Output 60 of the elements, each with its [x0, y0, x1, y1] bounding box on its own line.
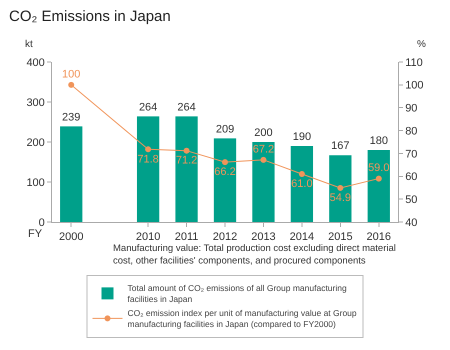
x-tick-label: 2012 [212, 231, 238, 244]
data-label: 66.2 [214, 166, 236, 178]
x-tick-label: 2010 [136, 231, 160, 244]
y2-tick-label: 40 [405, 216, 418, 229]
legend-label: CO₂ emission index per unit of manufacturing value at Group manufacturing facilities in Japan (compared to FY2000) [128, 308, 357, 330]
bar [60, 126, 82, 222]
data-label: 200 [254, 127, 273, 139]
y-tick-label: 400 [26, 56, 45, 69]
point [298, 171, 305, 177]
y2-tick-label: 80 [405, 125, 418, 138]
x-tick-label: 2013 [251, 231, 276, 244]
text: Manufacturing value: Total production cost excluding direct material cost, other facilities' components, and procured components [113, 243, 396, 266]
x-tick-label: 2014 [290, 231, 314, 244]
data-label: 71.2 [176, 154, 198, 167]
point [260, 156, 266, 163]
x-tick-label: 2011 [174, 231, 198, 244]
point [222, 159, 228, 166]
x-tick-label: 2000 [58, 231, 84, 244]
data-label: 59.0 [368, 162, 390, 174]
data-label: 264 [138, 101, 158, 114]
y-tick-label: 300 [26, 96, 45, 109]
y2-tick-label: 60 [405, 171, 418, 184]
x-tick-label: 2016 [366, 231, 392, 244]
y-tick-label: 0 [38, 216, 45, 229]
x-tick-label: 2015 [328, 231, 353, 244]
bar [136, 116, 160, 222]
data-label: 167 [331, 140, 350, 152]
bar [175, 116, 198, 222]
data-label: 190 [292, 131, 312, 143]
y2-tick-label: 100 [405, 80, 424, 92]
point [184, 148, 190, 154]
bar [252, 142, 275, 222]
data-label: 209 [216, 123, 234, 136]
y2-tick-label: 70 [405, 148, 418, 160]
y2-tick-label: 50 [405, 194, 418, 206]
data-label: 71.8 [137, 153, 159, 166]
y2-tick-label: 90 [405, 102, 418, 115]
point [145, 146, 152, 152]
point [376, 176, 382, 182]
data-label: 264 [177, 101, 196, 114]
x-axis-title: FY [28, 228, 43, 240]
bar [214, 138, 236, 222]
y-tick-label: 200 [26, 136, 45, 149]
legend-label: Total amount of CO₂ emissions of all Group manufacturing facilities in Japan [128, 283, 347, 304]
data-label: 100 [62, 68, 80, 80]
y-tick-label: 100 [26, 176, 45, 189]
bar [329, 155, 352, 222]
point [68, 82, 74, 88]
y2-tick-label: 110 [405, 56, 423, 69]
data-label: 180 [370, 135, 388, 147]
y-axis-title: kt [25, 39, 33, 50]
bar [290, 146, 314, 222]
y2-axis-title: % [417, 39, 426, 50]
point [337, 184, 344, 191]
data-label: 61.0 [291, 178, 313, 190]
data-label: 67.2 [252, 143, 274, 156]
data-label: 239 [62, 111, 80, 124]
chart-title: CO₂ Emissions in Japan [9, 8, 171, 25]
data-label: 54.9 [330, 192, 352, 204]
bar [368, 150, 390, 222]
